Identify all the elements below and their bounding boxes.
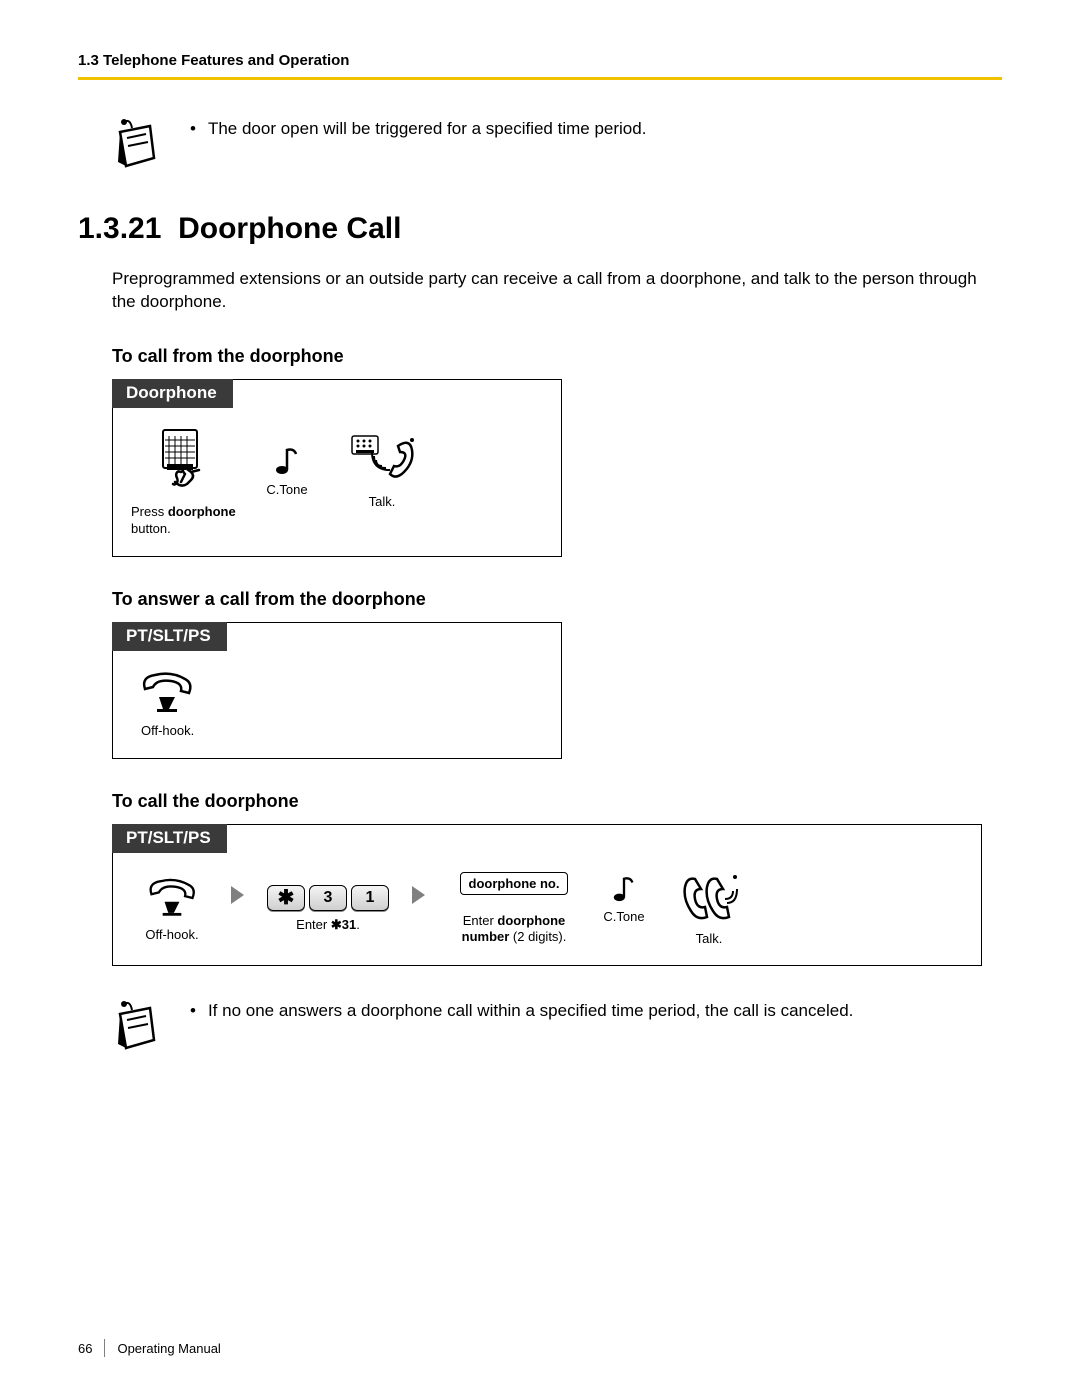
notepad-icon xyxy=(112,116,164,170)
offhook-icon xyxy=(144,875,200,921)
proc1-step1-caption: Press doorphonebutton. xyxy=(127,504,236,538)
proc2-tab: PT/SLT/PS xyxy=(112,622,227,651)
bullet: • xyxy=(190,1000,196,1023)
key-star: ✱ xyxy=(267,885,305,911)
note-bottom-text: If no one answers a doorphone call withi… xyxy=(208,1000,853,1023)
proc3-enter-code: Enter ✱31. xyxy=(296,917,360,934)
key-3: 3 xyxy=(309,885,347,911)
doorphone-no-box: doorphone no. xyxy=(460,872,569,895)
doc-title: Operating Manual xyxy=(117,1341,220,1356)
proc1-talk: Talk. xyxy=(369,494,396,511)
handset-talk-icon xyxy=(677,871,741,925)
section-title: 1.3.21 Doorphone Call xyxy=(78,212,1002,246)
proc3-talk: Talk. xyxy=(696,931,723,948)
note-bottom: • If no one answers a doorphone call wit… xyxy=(78,998,1002,1052)
proc3-heading: To call the doorphone xyxy=(78,791,1002,812)
proc1-tab: Doorphone xyxy=(112,379,233,408)
notepad-icon xyxy=(112,998,164,1052)
proc3-offhook: Off-hook. xyxy=(145,927,198,944)
proc1-box: Doorphone xyxy=(112,379,562,557)
arrow-icon xyxy=(412,886,425,904)
footer-divider xyxy=(104,1339,105,1357)
key-1: 1 xyxy=(351,885,389,911)
proc3-ctone: C.Tone xyxy=(603,909,644,924)
arrow-icon xyxy=(231,886,244,904)
dial-keys: ✱ 3 1 xyxy=(267,885,389,911)
talk-icon xyxy=(346,432,418,488)
note-top-text: The door open will be triggered for a sp… xyxy=(208,118,646,141)
proc2-box: PT/SLT/PS Off-hook. xyxy=(112,622,562,759)
proc1-heading: To call from the doorphone xyxy=(78,346,1002,367)
proc3-box: PT/SLT/PS Off-hook. xyxy=(112,824,982,967)
proc3-tab: PT/SLT/PS xyxy=(112,824,227,853)
proc2-heading: To answer a call from the doorphone xyxy=(78,589,1002,610)
bullet: • xyxy=(190,118,196,141)
section-intro: Preprogrammed extensions or an outside p… xyxy=(78,268,1002,314)
page-number: 66 xyxy=(78,1341,104,1356)
note-top: • The door open will be triggered for a … xyxy=(78,116,1002,170)
music-note-icon xyxy=(610,873,638,905)
proc3-enter-number: Enter doorphonenumber (2 digits). xyxy=(462,913,567,947)
page-footer: 66 Operating Manual xyxy=(78,1339,221,1357)
header-rule xyxy=(78,77,1002,80)
proc2-offhook: Off-hook. xyxy=(137,723,194,740)
doorphone-button-icon xyxy=(151,426,223,498)
proc1-ctone: C.Tone xyxy=(266,482,307,497)
offhook-icon xyxy=(137,669,197,717)
running-header: 1.3 Telephone Features and Operation xyxy=(78,52,1002,69)
music-note-icon xyxy=(272,444,302,478)
